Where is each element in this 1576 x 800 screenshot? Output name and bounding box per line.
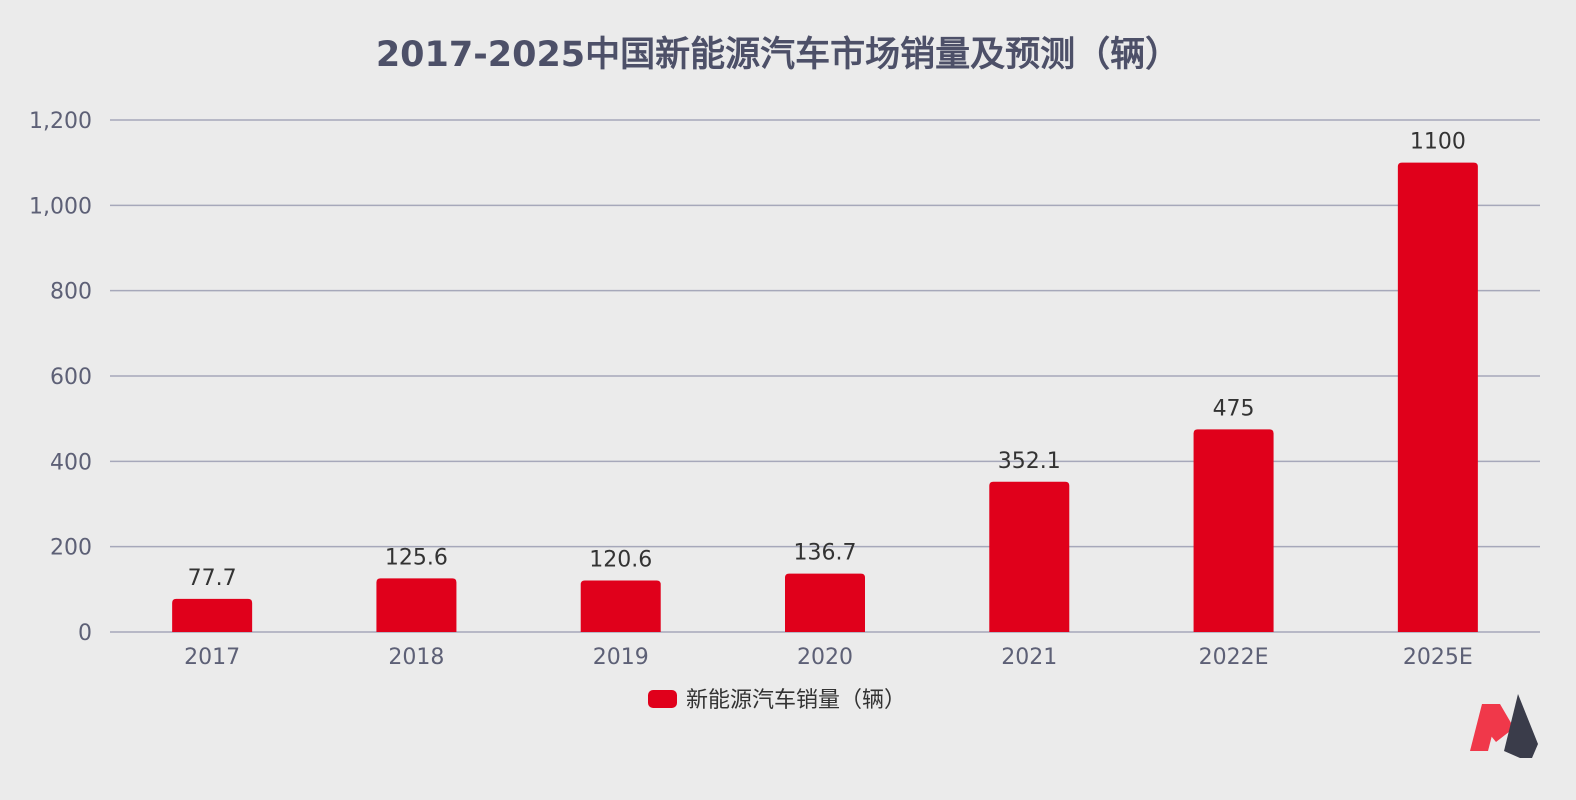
x-tick-label-2018: 2018 — [388, 645, 444, 670]
bar-2021 — [989, 481, 1070, 632]
bar-2020 — [785, 573, 865, 632]
x-tick-label-2022e: 2022E — [1199, 645, 1269, 670]
y-tick-label: 0 — [78, 621, 92, 646]
y-tick-label: 800 — [50, 280, 92, 305]
x-tick-label-2025e: 2025E — [1403, 645, 1473, 670]
bar-2025e — [1397, 162, 1478, 632]
y-tick-label: 400 — [50, 450, 92, 475]
y-axis-tick-labels: 0 200 400 600 800 1,000 1,200 — [29, 109, 92, 646]
legend-label: 新能源汽车销量（辆） — [686, 688, 906, 713]
y-tick-label: 600 — [50, 365, 92, 390]
legend-swatch — [648, 690, 677, 708]
logo-right-stroke — [1504, 694, 1538, 758]
y-tick-label: 200 — [50, 536, 92, 561]
chart-title: 2017-2025中国新能源汽车市场销量及预测（辆） — [376, 35, 1180, 75]
logo-diagonal-stroke — [1478, 704, 1514, 742]
y-tick-label: 1,000 — [29, 194, 92, 219]
brand-logo — [1470, 694, 1538, 758]
data-label-2017: 77.7 — [188, 566, 237, 591]
x-tick-label-2020: 2020 — [797, 645, 853, 670]
data-label-2022e: 475 — [1213, 396, 1255, 421]
x-tick-label-2019: 2019 — [593, 645, 649, 670]
bar-2022e — [1193, 429, 1274, 632]
data-label-2018: 125.6 — [385, 545, 448, 570]
data-label-2019: 120.6 — [589, 548, 652, 573]
data-labels: 77.7 125.6 120.6 136.7 352.1 475 1100 — [188, 130, 1466, 591]
legend: 新能源汽车销量（辆） — [648, 688, 906, 713]
data-label-2020: 136.7 — [794, 541, 857, 566]
x-axis-tick-labels: 2017 2018 2019 2020 2021 2022E 2025E — [184, 645, 1473, 670]
y-tick-label: 1,200 — [29, 109, 92, 134]
bars — [172, 162, 1478, 632]
grid-lines — [110, 119, 1540, 633]
data-label-2025e: 1100 — [1410, 130, 1466, 155]
x-tick-label-2021: 2021 — [1001, 645, 1057, 670]
bar-2017 — [172, 598, 253, 632]
x-tick-label-2017: 2017 — [184, 645, 240, 670]
data-label-2021: 352.1 — [998, 449, 1061, 474]
bar-2019 — [580, 580, 661, 632]
bar-2018 — [376, 578, 457, 632]
